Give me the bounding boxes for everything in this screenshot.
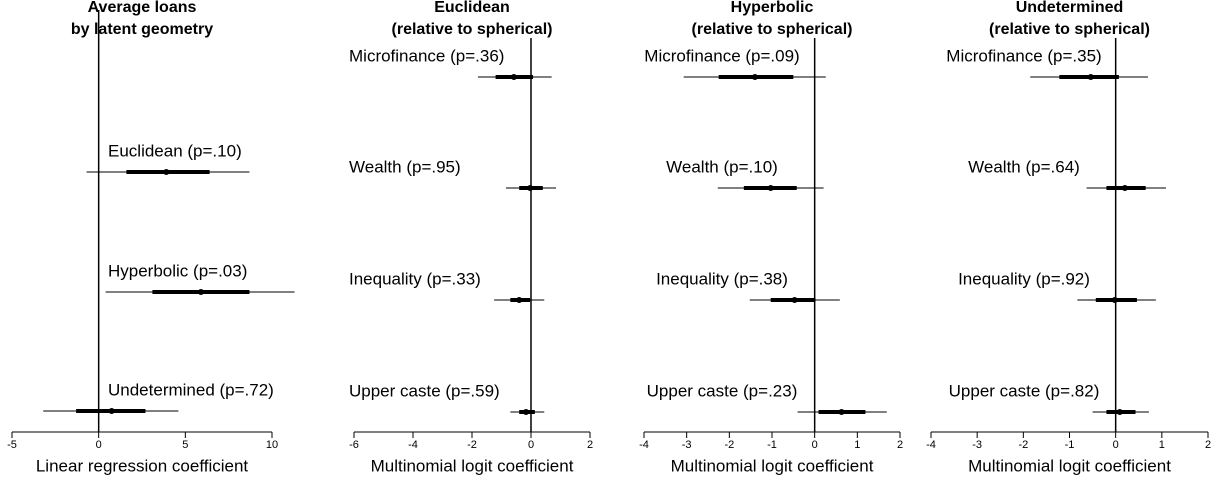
x-tick-label: 0 [1113,439,1119,451]
x-tick-label: -1 [1065,439,1075,451]
coef-label: Wealth (p=.95) [349,157,461,176]
panel-title: (relative to spherical) [392,21,553,38]
x-tick-label: 0 [528,439,534,451]
x-axis-label: Multinomial logit coefficient [671,456,874,475]
point-estimate [751,74,758,80]
x-tick-label: 0 [812,439,818,451]
x-tick-label: -2 [724,439,734,451]
point-estimate [1087,74,1094,80]
panel-title: Euclidean [434,0,510,16]
x-tick-label: 2 [1205,439,1211,451]
coef-label: Inequality (p=.92) [958,269,1090,288]
x-tick-label: 0 [96,439,102,451]
coef-label: Microfinance (p=.09) [644,46,799,65]
x-tick-label: -3 [682,439,692,451]
x-tick-label: -4 [639,439,649,451]
x-tick-label: -6 [349,439,359,451]
point-estimate [108,408,115,414]
x-tick-label: -3 [972,439,982,451]
coef-label: Upper caste (p=.59) [349,381,500,400]
x-tick-label: 1 [1159,439,1165,451]
x-axis-label: Multinomial logit coefficient [371,456,574,475]
x-tick-label: -4 [926,439,936,451]
x-tick-label: -1 [767,439,777,451]
x-tick-label: 2 [897,439,903,451]
x-tick-label: 2 [587,439,593,451]
coef-label: Wealth (p=.10) [666,157,778,176]
panel-title: by latent geometry [71,21,213,38]
point-estimate [1116,409,1123,415]
x-tick-label: 10 [266,439,278,451]
coef-label: Microfinance (p=.35) [946,46,1101,65]
x-axis-label: Multinomial logit coefficient [968,456,1171,475]
point-estimate [527,185,534,191]
panel-title: Hyperbolic [731,0,814,16]
point-estimate [510,74,517,80]
coef-label: Inequality (p=.33) [349,269,481,288]
coef-label: Microfinance (p=.36) [349,46,504,65]
coef-label: Undetermined (p=.72) [108,380,274,399]
coef-label: Upper caste (p=.82) [949,381,1100,400]
x-tick-label: -4 [408,439,418,451]
point-estimate [1111,297,1118,303]
x-tick-label: 5 [182,439,188,451]
point-estimate [163,169,170,175]
coef-label: Euclidean (p=.10) [108,141,242,160]
point-estimate [838,409,845,415]
x-tick-label: -2 [1018,439,1028,451]
panel-title: Average loans [88,0,197,16]
point-estimate [791,297,798,303]
panel-title: (relative to spherical) [989,21,1150,38]
coef-label: Wealth (p=.64) [968,157,1080,176]
x-axis-label: Linear regression coefficient [36,456,249,475]
x-tick-label: -5 [7,439,17,451]
panel-title: Undetermined [1016,0,1124,16]
point-estimate [767,185,774,191]
point-estimate [197,289,204,295]
point-estimate [522,409,529,415]
coef-label: Hyperbolic (p=.03) [108,261,247,280]
coef-label: Upper caste (p=.23) [647,381,798,400]
point-estimate [1121,185,1128,191]
point-estimate [516,297,523,303]
x-tick-label: 1 [854,439,860,451]
coef-label: Inequality (p=.38) [656,269,788,288]
panel-title: (relative to spherical) [692,21,853,38]
x-tick-label: -2 [467,439,477,451]
